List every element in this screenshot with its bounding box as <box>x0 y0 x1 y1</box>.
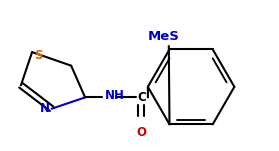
Text: C: C <box>138 91 146 104</box>
Text: S: S <box>34 49 43 62</box>
Text: MeS: MeS <box>148 30 180 43</box>
Text: NH: NH <box>105 89 124 102</box>
Text: N: N <box>40 102 50 115</box>
Text: O: O <box>136 126 146 139</box>
